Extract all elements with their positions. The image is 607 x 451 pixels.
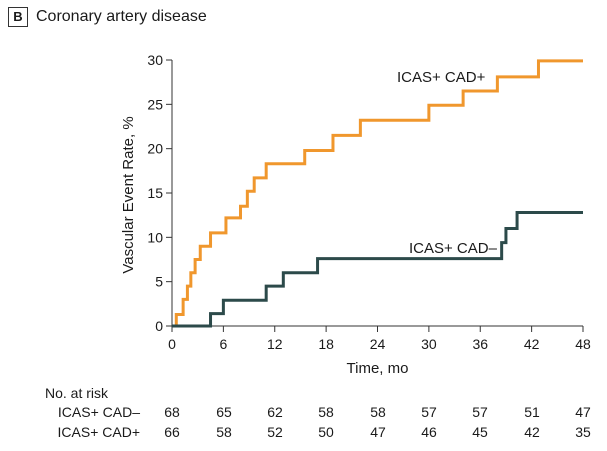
at-risk-value: 46 xyxy=(421,424,437,440)
x-tick-label: 24 xyxy=(370,336,386,352)
series-label-1: ICAS+ CAD– xyxy=(409,240,498,257)
at-risk-value: 58 xyxy=(216,424,232,440)
y-tick-label: 20 xyxy=(147,141,163,157)
at-risk-value: 42 xyxy=(524,424,540,440)
at-risk-value: 62 xyxy=(267,404,283,420)
y-tick-label: 25 xyxy=(147,96,163,112)
at-risk-row-label: ICAS+ CAD– xyxy=(58,404,140,420)
at-risk-value: 47 xyxy=(575,404,591,420)
at-risk-value: 52 xyxy=(267,424,283,440)
panel-title: Coronary artery disease xyxy=(36,8,207,25)
y-tick-label: 15 xyxy=(147,185,163,201)
x-tick-label: 36 xyxy=(472,336,488,352)
at-risk-value: 35 xyxy=(575,424,591,440)
y-tick-label: 10 xyxy=(147,229,163,245)
series-line-0 xyxy=(172,59,583,328)
x-tick-label: 42 xyxy=(524,336,540,352)
y-axis-title: Vascular Event Rate, % xyxy=(120,116,137,273)
series-label-0: ICAS+ CAD+ xyxy=(397,69,486,86)
x-tick-label: 12 xyxy=(267,336,283,352)
at-risk-value: 45 xyxy=(472,424,488,440)
y-tick-label: 5 xyxy=(155,274,163,290)
series-line-1 xyxy=(172,211,583,328)
at-risk-row-label: ICAS+ CAD+ xyxy=(58,424,140,440)
at-risk-value: 51 xyxy=(524,404,540,420)
y-tick-label: 0 xyxy=(155,318,163,334)
at-risk-value: 58 xyxy=(370,404,386,420)
x-tick-label: 18 xyxy=(318,336,334,352)
at-risk-value: 58 xyxy=(318,404,334,420)
at-risk-value: 68 xyxy=(164,404,180,420)
x-tick-label: 6 xyxy=(219,336,227,352)
x-tick-label: 30 xyxy=(421,336,437,352)
at-risk-heading: No. at risk xyxy=(45,385,109,401)
x-tick-label: 48 xyxy=(575,336,591,352)
at-risk-value: 66 xyxy=(164,424,180,440)
x-tick-label: 0 xyxy=(168,336,176,352)
at-risk-value: 57 xyxy=(421,404,437,420)
y-tick-label: 30 xyxy=(147,52,163,68)
panel-header: B Coronary artery disease xyxy=(8,6,207,28)
panel-letter: B xyxy=(8,7,28,27)
x-axis-title: Time, mo xyxy=(347,360,409,377)
at-risk-value: 57 xyxy=(472,404,488,420)
at-risk-value: 50 xyxy=(318,424,334,440)
at-risk-value: 65 xyxy=(216,404,232,420)
at-risk-value: 47 xyxy=(370,424,386,440)
